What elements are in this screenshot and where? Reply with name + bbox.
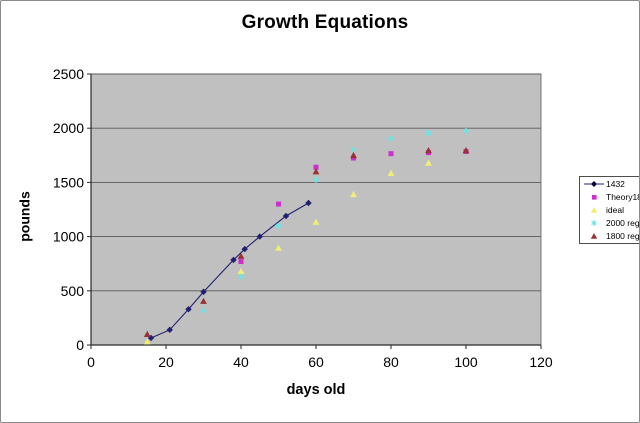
legend-label: ideal: [606, 204, 624, 215]
data-point-ideal: [237, 267, 245, 275]
data-point-ideal: [350, 190, 357, 198]
y-tick-label: 1500: [53, 174, 84, 190]
data-point-1800 regress: [143, 330, 151, 337]
x-tick-label: 60: [308, 354, 324, 370]
data-point-1432: [256, 233, 263, 240]
data-point-ideal: [387, 169, 395, 176]
data-point-2000 regres 1: [200, 307, 207, 314]
x-tick-label: 0: [87, 354, 95, 370]
legend-triangle-icon: [582, 205, 606, 215]
x-tick-label: 20: [158, 354, 174, 370]
data-point-2000 regres 1: [313, 176, 319, 183]
data-point-1800 regress: [462, 147, 470, 154]
legend-label: 1800 regress: [606, 230, 640, 241]
data-point-ideal: [143, 338, 151, 345]
data-point-1432: [166, 326, 173, 334]
data-point-2000 regres 1: [275, 222, 282, 229]
legend-item-1432: 1432: [582, 178, 639, 191]
legend-label: 2000 regres 1: [606, 217, 640, 228]
data-point-1432: [241, 245, 248, 253]
legend-label: Theory1800: [606, 192, 639, 203]
data-point-ideal: [312, 218, 320, 225]
x-axis-title: days old: [286, 382, 346, 398]
data-point-2000 regres 1: [238, 273, 244, 280]
x-tick-label: 100: [454, 354, 478, 370]
x-tick-label: 40: [233, 354, 249, 370]
data-point-ideal: [425, 159, 432, 166]
y-tick-label: 2000: [53, 120, 84, 136]
data-point-1800 regress: [200, 297, 207, 304]
data-point-Theory1800: [388, 151, 394, 157]
legend-label: 1432: [606, 179, 625, 190]
data-point-Theory1800: [238, 259, 244, 265]
y-tick-label: 1000: [53, 229, 84, 245]
data-point-Theory1800: [313, 164, 319, 170]
chart-title: Growth Equations: [241, 12, 409, 33]
legend-square-icon: [582, 192, 606, 202]
y-tick-label: 0: [76, 337, 84, 353]
legend-triangle-icon: [582, 231, 606, 241]
y-tick-label: 2500: [53, 66, 84, 82]
x-tick-label: 120: [529, 354, 553, 370]
data-point-1800 regress: [237, 252, 245, 259]
legend-item-1800-regress: 1800 regress: [582, 229, 640, 242]
y-tick-label: 500: [61, 283, 85, 299]
data-point-ideal: [275, 244, 282, 251]
data-point-2000 regres 1: [463, 127, 469, 134]
data-point-Theory1800: [276, 201, 281, 207]
data-point-1432: [282, 212, 290, 220]
data-point-1432: [305, 199, 312, 207]
legend-item-ideal: ideal: [582, 204, 639, 217]
legend-asterisk-icon: [582, 218, 606, 228]
x-tick-label: 80: [383, 354, 399, 370]
chart-legend: 1432 Theory1800ideal 2000 regres 1 1800 reg…: [579, 176, 640, 244]
data-point-2000 regres 1: [425, 130, 432, 137]
data-point-1432: [230, 256, 237, 264]
legend-item-2000-regres-1: 2000 regres 1: [582, 216, 640, 229]
data-point-1800 regress: [425, 147, 432, 154]
data-point-2000 regres 1: [350, 146, 357, 153]
data-point-1432: [185, 306, 192, 313]
data-point-2000 regres 1: [388, 135, 394, 142]
data-point-1800 regress: [350, 151, 357, 159]
data-point-1432: [200, 288, 207, 296]
plot-background: [90, 73, 542, 346]
data-point-1800 regress: [312, 168, 320, 175]
legend-item-theory1800: Theory1800: [582, 191, 639, 204]
legend-diamond-icon: [582, 179, 606, 189]
data-point-1432: [147, 334, 155, 342]
